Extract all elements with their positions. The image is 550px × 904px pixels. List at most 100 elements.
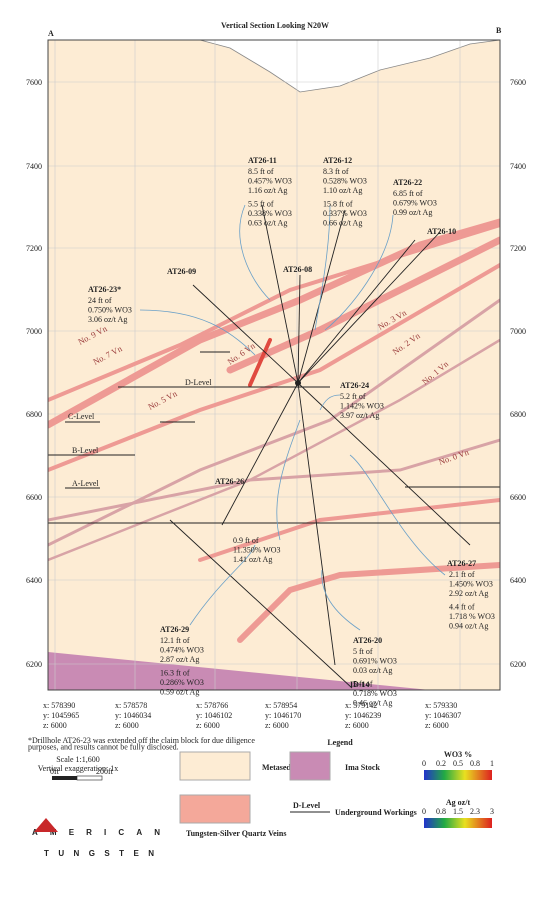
coordinate: y: 1046102 [196, 711, 232, 720]
intercept-text: 6.85 ft of [393, 189, 423, 198]
intercept-text: 8.3 ft of [323, 167, 349, 176]
coordinate: z: 6000 [425, 721, 449, 730]
colorbar-wo3 [424, 770, 492, 780]
intercept-text: 3.97 oz/t Ag [340, 411, 379, 420]
hole-label: AT26-29 [160, 625, 189, 634]
colorbar-tick: 0 [422, 807, 426, 816]
intercept-text: 0.457% WO3 [248, 177, 292, 186]
intercept-text: 0.46 oz/t Ag [353, 699, 392, 708]
coordinate: z: 6000 [43, 721, 67, 730]
intercept-text: 1.142% WO3 [340, 402, 384, 411]
intercept-text: 4.4 ft of [449, 603, 475, 612]
coordinate: z: 6000 [115, 721, 139, 730]
logo: TUNGSTEN [44, 849, 154, 858]
coordinate: z: 6000 [265, 721, 289, 730]
legend-item: Tungsten-Silver Quartz Veins [186, 829, 286, 838]
elevation-label: 6200 [510, 660, 526, 669]
intercept-text: 0.94 oz/t Ag [449, 622, 488, 631]
intercept-text: 1.450% WO3 [449, 580, 493, 589]
colorbar-tick: 3 [490, 807, 494, 816]
elevation-label: 7200 [26, 244, 42, 253]
coordinate: x: 578390 [43, 701, 75, 710]
drill-holes [48, 204, 500, 689]
colorbar-title: WO3 % [444, 750, 472, 759]
intercept-text: 2.1 ft of [449, 570, 475, 579]
colorbar-tick: 0.2 [436, 759, 446, 768]
level-label: B-Level [72, 446, 99, 455]
intercept-text: 2.92 oz/t Ag [449, 589, 488, 598]
intercept-text: 1.41 oz/t Ag [233, 555, 272, 564]
coordinate: z: 6000 [196, 721, 220, 730]
hole-label: AT26-12 [323, 156, 352, 165]
intercept-text: 0.63 oz/t Ag [248, 219, 287, 228]
intercept-text: 3.06 oz/t Ag [88, 315, 127, 324]
collar [295, 380, 301, 386]
intercept-text: 0.9 ft of [233, 536, 259, 545]
coordinate: z: 6000 [345, 721, 369, 730]
intercept-text: 1.718 % WO3 [449, 612, 495, 621]
coordinate: x: 578578 [115, 701, 147, 710]
elevation-label: 7000 [510, 327, 526, 336]
elevation-label: 6400 [510, 576, 526, 585]
legend-item: Ima Stock [345, 763, 380, 772]
elevation-label: 6400 [26, 576, 42, 585]
colorbar-tick: 1.5 [453, 807, 463, 816]
hole-label: AT26-09 [167, 267, 196, 276]
hole-label: AT26-11 [248, 156, 277, 165]
hole-label: AT26-27 [447, 559, 476, 568]
colorbar-tick: 0.5 [453, 759, 463, 768]
legend-metaseds-swatch [179, 751, 251, 781]
scale-ratio: Scale 1:1,600 [56, 755, 100, 764]
elevation-label: 6600 [510, 493, 526, 502]
level-label: A-Level [72, 479, 99, 488]
intercept-text: 0.718% WO3 [353, 689, 397, 698]
coordinate: y: 1046239 [345, 711, 381, 720]
scale-exaggeration: Vertical exaggeration: 1x [38, 764, 118, 773]
intercept-text: 0.528% WO3 [323, 177, 367, 186]
section [48, 40, 500, 690]
intercept-text: 5.2 ft of [340, 392, 366, 401]
intercept-text: 0.679% WO3 [393, 199, 437, 208]
elevation-label: 7400 [510, 162, 526, 171]
colorbar-ag [424, 818, 492, 828]
hole-label: AT26-24 [340, 381, 369, 390]
colorbar-title: Ag oz/t [446, 798, 471, 807]
intercept-text: 0.286% WO3 [160, 678, 204, 687]
intercept-text: 8.5 ft of [248, 167, 274, 176]
legend-item: Underground Workings [335, 808, 417, 817]
hole-label: AT26-20 [353, 636, 382, 645]
hole-label: ID-14 [350, 680, 370, 689]
scale-label: 200ft [96, 767, 114, 776]
intercept-text: 5 ft of [353, 647, 373, 656]
scale-bar [76, 775, 103, 781]
coordinate: y: 1045965 [43, 711, 79, 720]
coordinate: x: 579330 [425, 701, 457, 710]
legend-title: Legend [327, 738, 353, 747]
colorbar-tick: 2.3 [470, 807, 480, 816]
coordinate: y: 1046034 [115, 711, 151, 720]
coordinate: x: 579142 [345, 701, 377, 710]
intercept-text: 0.474% WO3 [160, 646, 204, 655]
hole-label: AT26-08 [283, 265, 312, 274]
intercept-text: 0.337% WO3 [323, 209, 367, 218]
intercept-text: 0.99 oz/t Ag [393, 208, 432, 217]
logo-mark [34, 818, 58, 832]
intercept-text: 16.3 ft of [160, 669, 190, 678]
intercept-text: 1.16 oz/t Ag [248, 186, 287, 195]
legend-item: Metaseds [262, 763, 294, 772]
metaseds [48, 40, 500, 690]
intercept-text: 11.350% WO3 [233, 546, 281, 555]
intercept-text: 5 ft of [353, 680, 373, 689]
colorbar-tick: 0.8 [436, 807, 446, 816]
footnote: *Drillhole AT26-23 was extended off the … [28, 736, 255, 752]
intercept-text: 0.338% WO3 [248, 209, 292, 218]
elevation-label: 6800 [26, 410, 42, 419]
intercept-text: 5.5 ft of [248, 200, 274, 209]
intercept-text: 0.03 oz/t Ag [353, 666, 392, 675]
legend-stock-swatch [289, 751, 331, 781]
legend-item: D-Level [293, 801, 321, 810]
colorbar-tick: 0 [422, 759, 426, 768]
elevation-label: 6600 [26, 493, 42, 502]
elevation-label: 7000 [26, 327, 42, 336]
